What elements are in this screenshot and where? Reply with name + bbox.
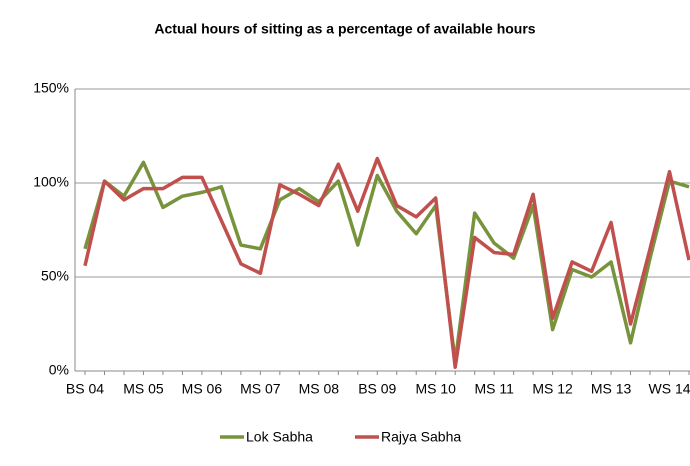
series-line xyxy=(83,160,690,364)
legend-label: Rajya Sabha xyxy=(381,429,461,445)
x-tick-label: MS 06 xyxy=(182,381,223,397)
series-line xyxy=(83,156,690,369)
y-tick-label: 150% xyxy=(33,80,69,96)
x-tick-label: MS 13 xyxy=(591,381,632,397)
x-tick-label: MS 07 xyxy=(240,381,281,397)
y-tick-label: 100% xyxy=(33,174,69,190)
x-tick-label: MS 10 xyxy=(415,381,456,397)
legend-label: Lok Sabha xyxy=(246,429,313,445)
x-tick-label: WS 14 xyxy=(649,381,690,397)
x-tick-label: MS 05 xyxy=(123,381,164,397)
x-tick-label: BS 09 xyxy=(358,381,396,397)
chart-title: Actual hours of sitting as a percentage … xyxy=(154,21,535,37)
y-tick-label: 50% xyxy=(41,268,69,284)
x-tick-label: MS 11 xyxy=(474,381,514,397)
x-tick-label: BS 04 xyxy=(66,381,104,397)
y-tick-label: 0% xyxy=(49,362,69,378)
x-tick-label: MS 08 xyxy=(299,381,340,397)
x-tick-label: MS 12 xyxy=(532,381,573,397)
